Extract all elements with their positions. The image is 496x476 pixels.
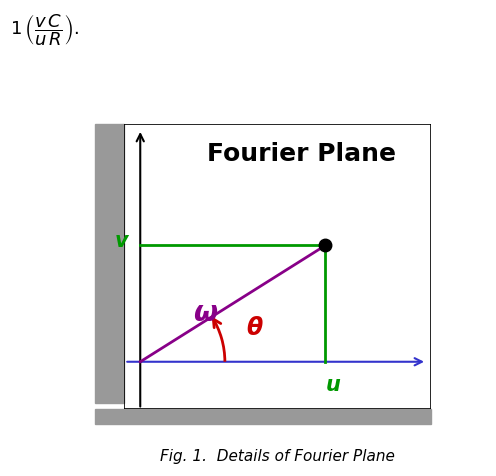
Text: v: v	[115, 231, 128, 251]
Bar	[95, 124, 124, 403]
Text: u: u	[326, 375, 341, 395]
Text: Fourier Plane: Fourier Plane	[207, 142, 396, 166]
Text: ω: ω	[193, 299, 217, 327]
Text: Fig. 1.  Details of Fourier Plane: Fig. 1. Details of Fourier Plane	[160, 449, 395, 464]
Text: $1\,\left(\dfrac{v\,C}{u\,R}\right).$: $1\,\left(\dfrac{v\,C}{u\,R}\right).$	[10, 12, 79, 48]
Bar	[95, 409, 431, 424]
Text: θ: θ	[246, 316, 262, 340]
